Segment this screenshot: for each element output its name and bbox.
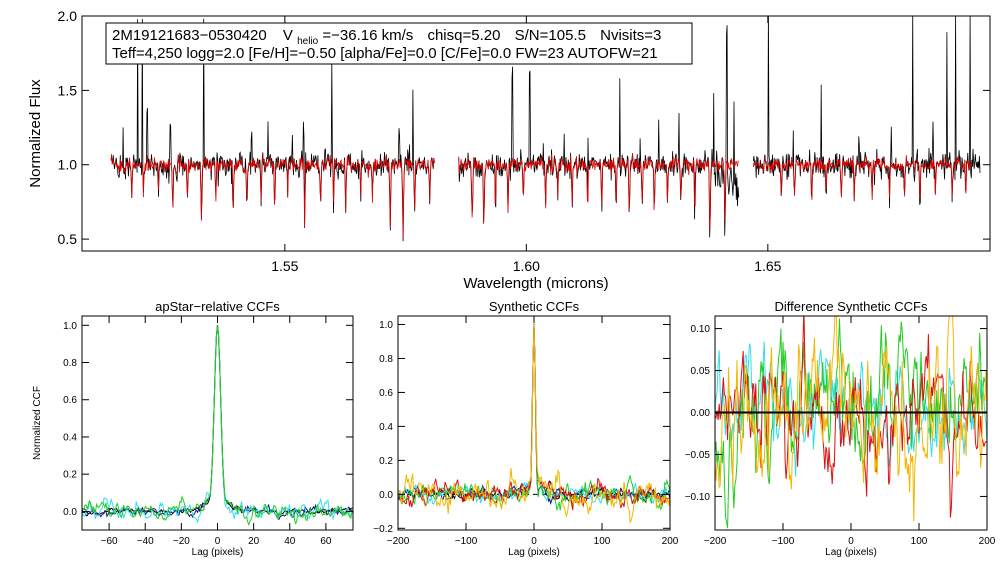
x-tick-label: 200	[979, 536, 996, 547]
y-tick-label: 1.0	[63, 321, 77, 332]
ccf-series-visit-3	[715, 316, 987, 518]
y-tick-label: 0.6	[63, 395, 77, 406]
annotation-box-frame	[105, 22, 693, 65]
annotation-nvisits: Nvisits=3	[600, 27, 661, 44]
ccf-lines	[398, 323, 670, 524]
plot-frame	[81, 15, 991, 252]
y-tick-label: 1.0	[379, 320, 393, 331]
annotation-vhelio-label: V	[283, 27, 293, 44]
x-tick-label: 40	[284, 536, 296, 547]
observed-spectrum-segment	[752, 16, 981, 209]
x-tick-label: −100	[772, 536, 795, 547]
ccf-lines	[82, 324, 353, 527]
y-tick-label: 0.0	[63, 507, 77, 518]
x-tick-label: 100	[911, 536, 928, 547]
spectrum-annotation-box: 2M19121683−0530420 V helio =−36.16 km/s …	[105, 22, 693, 65]
ccf-series-visit-3	[82, 325, 353, 527]
x-axis-label: Lag (pixels)	[825, 547, 877, 558]
y-tick-label: 0.00	[691, 408, 711, 419]
x-tick-label: 1.60	[513, 258, 540, 274]
y-tick-label: −0.05	[685, 450, 711, 461]
x-tick-label: −200	[387, 536, 410, 547]
x-tick-label: −100	[455, 536, 478, 547]
x-tick-label: 60	[320, 536, 332, 547]
annotation-star-id: 2M19121683−0530420	[112, 27, 267, 44]
annotation-line-2: Teff=4,250 logg=2.0 [Fe/H]=−0.50 [alpha/…	[112, 45, 658, 62]
x-tick-label: −40	[137, 536, 154, 547]
y-tick-label: 0.05	[691, 366, 711, 377]
y-tick-label: 1.5	[58, 82, 78, 98]
ccf-series-visit-4	[398, 324, 670, 511]
x-axis-label: Lag (pixels)	[508, 547, 560, 558]
y-axis-label: Normalized Flux	[27, 79, 44, 188]
plot-title: apStar−relative CCFs	[155, 299, 280, 314]
spectrum-plot: 1.55 1.60 1.65 0.5 1.0 1.5 2.0 Wavelength (micr…	[27, 8, 991, 292]
x-axis-label: Lag (pixels)	[192, 547, 244, 558]
y-tick-label: 2.0	[58, 8, 78, 24]
x-tick-label: 0	[531, 536, 537, 547]
annotation-chisq: chisq=5.20	[427, 27, 500, 44]
x-tick-label: −20	[173, 536, 190, 547]
ccf-series-visit-3	[398, 323, 670, 511]
x-tick-label: 20	[248, 536, 260, 547]
annotation-line-1: 2M19121683−0530420 V helio =−36.16 km/s …	[112, 27, 661, 48]
plot-title: Synthetic CCFs	[489, 299, 580, 314]
ccf-series-visit-2	[82, 325, 353, 524]
ccf-lines	[715, 316, 987, 529]
plot-frame	[81, 315, 354, 531]
ccf-series-visit-5	[398, 324, 670, 524]
y-tick-label: 0.10	[691, 324, 711, 335]
synthetic-ccf-plot: −200 −100 0 100 200 −0.2 0.0 0.2 0.4 0.6 0.8 1.0 Syn…	[373, 299, 679, 558]
model-spectrum-segment	[752, 154, 972, 201]
ccf-series-visit-1	[82, 324, 353, 520]
x-tick-label: 0	[215, 536, 221, 547]
y-tick-label: 0.2	[63, 470, 77, 481]
x-axis-label: Wavelength (microns)	[463, 275, 608, 292]
x-tick-label: 100	[594, 536, 611, 547]
y-tick-label: 0.6	[379, 388, 393, 399]
plot-frame	[397, 315, 671, 531]
x-tick-label: 0	[848, 536, 854, 547]
annotation-sn: S/N=105.5	[515, 27, 586, 44]
y-axis-label: Normalized CCF	[32, 386, 43, 460]
x-tick-label: −60	[101, 536, 118, 547]
x-tick-label: 1.65	[754, 258, 781, 274]
apstar-ccf-plot: −60 −40 −20 0 20 40 60 0.0 0.2 0.4 0.6 0.8 1.0 apStar…	[32, 299, 354, 558]
y-tick-label: 0.4	[379, 422, 393, 433]
x-tick-label: 200	[662, 536, 679, 547]
model-spectrum-segment	[458, 153, 739, 230]
y-tick-label: −0.2	[373, 524, 393, 535]
y-tick-label: 1.0	[58, 157, 78, 173]
observed-spectrum-segment	[110, 18, 435, 242]
model-spectrum-segment	[110, 154, 435, 237]
y-tick-label: 0.5	[58, 231, 78, 247]
y-tick-label: 0.8	[379, 354, 393, 365]
ccf-series-combined	[82, 325, 353, 517]
x-tick-label: 1.55	[271, 258, 298, 274]
ccf-series-visit-4	[715, 316, 987, 522]
y-tick-label: 0.4	[63, 432, 77, 443]
plot-title: Difference Synthetic CCFs	[775, 299, 928, 314]
annotation-vhelio-value: =−36.16 km/s	[322, 27, 413, 44]
y-tick-label: 0.8	[63, 358, 77, 369]
y-tick-label: 0.0	[379, 490, 393, 501]
annotation-vhelio-sub: helio	[297, 36, 319, 47]
y-tick-label: 0.2	[379, 456, 393, 467]
spectrum-lines	[110, 16, 981, 242]
y-tick-label: −0.10	[685, 492, 711, 503]
x-tick-label: −200	[704, 536, 727, 547]
difference-ccf-plot: −200 −100 0 100 200 −0.10 −0.05 0.00 0.05 0.10 Dif…	[685, 299, 996, 558]
ccf-series-combined	[398, 324, 670, 504]
